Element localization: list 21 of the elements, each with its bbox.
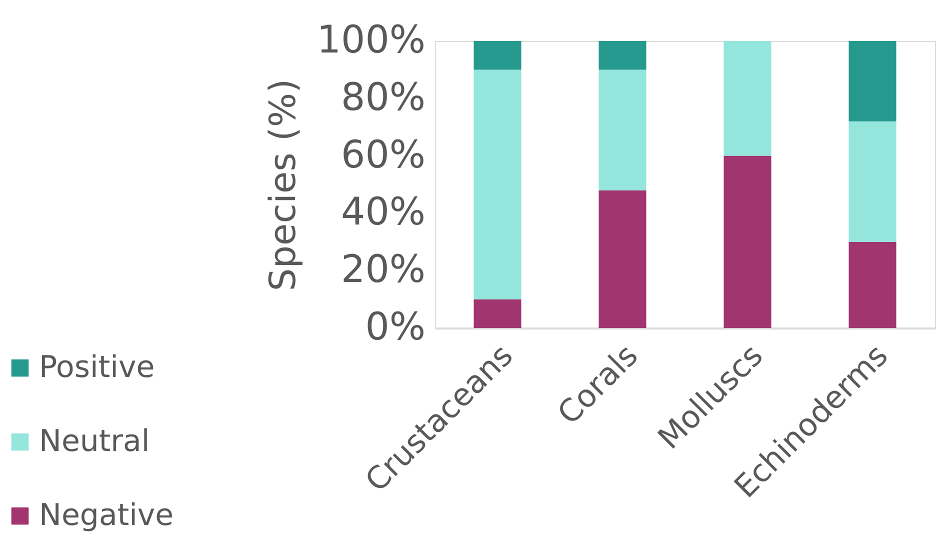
bar [848, 121, 896, 242]
legend-label: Neutral [39, 424, 150, 459]
y-tick-label: 0% [365, 304, 426, 348]
y-tick-label: 40% [341, 190, 426, 234]
bar [598, 190, 646, 328]
bar [848, 41, 896, 122]
bar [724, 156, 772, 328]
bar [474, 70, 522, 300]
bar [598, 70, 646, 190]
legend-label: Positive [39, 350, 155, 385]
bar [848, 242, 896, 328]
y-axis-title: Species (%) [262, 78, 304, 292]
bar [474, 299, 522, 328]
bar [598, 41, 646, 70]
y-tick-label: 100% [316, 18, 426, 62]
y-tick-label: 20% [341, 247, 426, 292]
legend-label: Negative [39, 498, 174, 533]
bar [474, 41, 522, 70]
bar [724, 41, 772, 156]
y-tick-label: 60% [341, 132, 426, 176]
y-tick-label: 80% [341, 74, 426, 119]
